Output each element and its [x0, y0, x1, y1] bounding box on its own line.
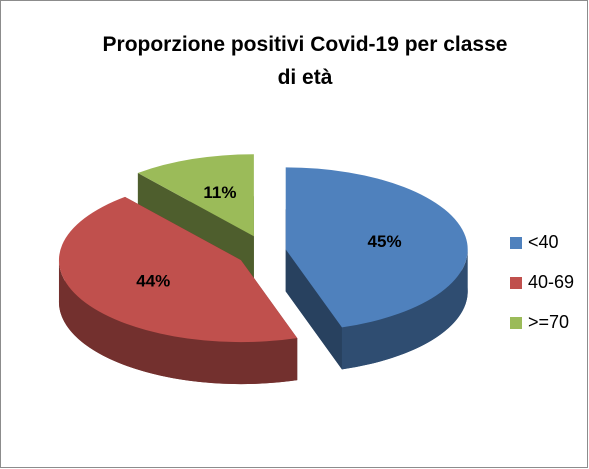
slice-top [137, 154, 254, 237]
chart-title: Proporzione positivi Covid-19 per classe… [102, 33, 508, 89]
legend-swatch [510, 237, 522, 249]
legend-label: <40 [528, 232, 559, 252]
slice-top [285, 167, 468, 328]
pie-slice [58, 196, 298, 385]
legend-label: 40-69 [528, 272, 574, 292]
title-box: Proporzione positivi Covid-19 per classe… [102, 33, 508, 89]
legend-swatch [510, 317, 522, 329]
slice-side [341, 249, 468, 370]
slice-side [58, 260, 298, 385]
data-label: 11% [203, 183, 236, 202]
slice-edge-wall [285, 249, 342, 370]
pie-slice [285, 167, 468, 370]
data-label: 45% [368, 232, 402, 251]
slice-top [58, 196, 298, 343]
legend-swatch [510, 277, 522, 289]
legend-label: >=70 [528, 312, 569, 332]
data-label: 44% [136, 271, 170, 290]
